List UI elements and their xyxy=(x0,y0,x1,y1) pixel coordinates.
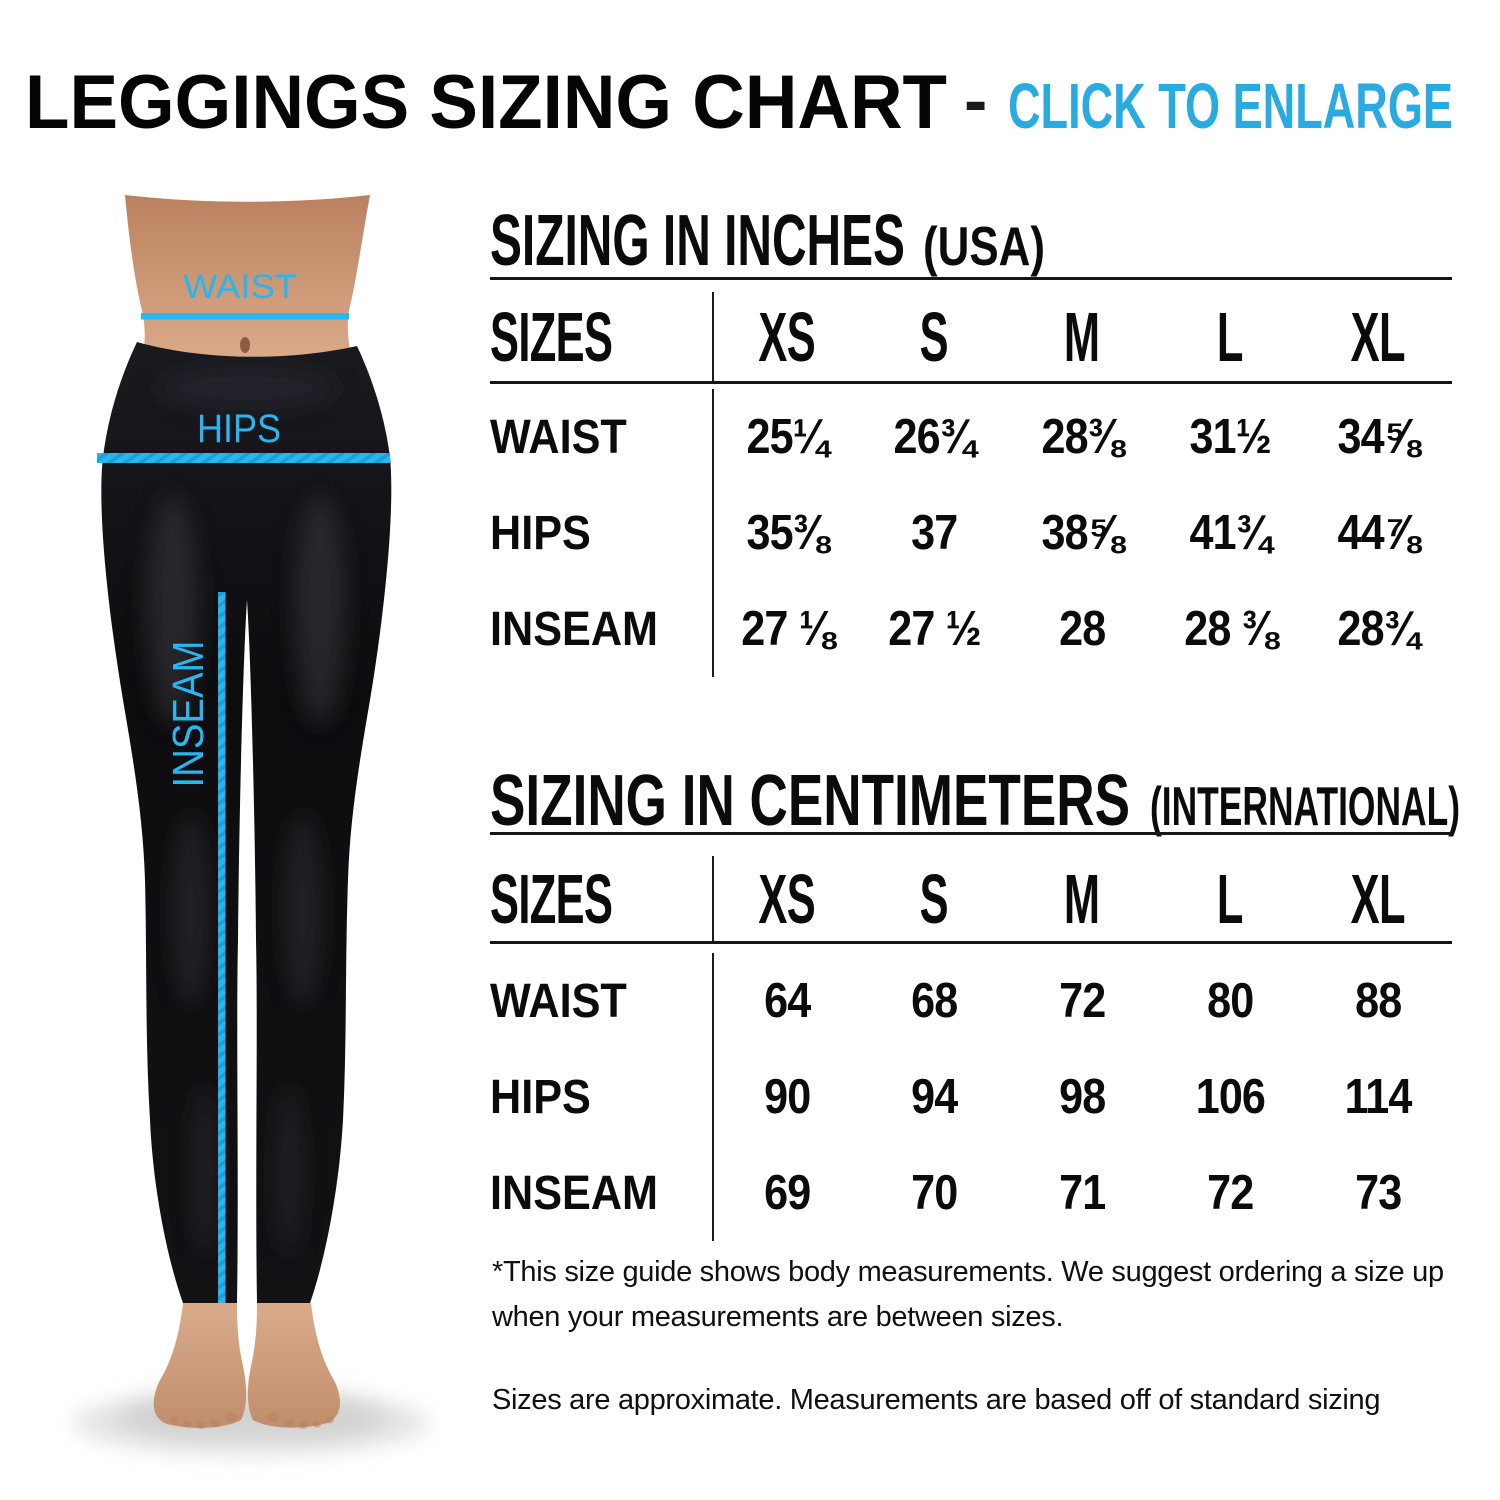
cell-value: 106 xyxy=(1195,1070,1265,1124)
row-label: WAIST xyxy=(490,974,627,1028)
inches-heading-text: SIZING IN INCHES xyxy=(490,201,905,281)
cm-section-heading: SIZING IN CENTIMETERS (INTERNATIONAL) xyxy=(490,761,1460,841)
cell-value: 34⅝ xyxy=(1337,410,1419,464)
col-header-l: L xyxy=(1217,859,1244,938)
cell-value: 28⅜ xyxy=(1041,410,1123,464)
waist-figure-label: WAIST xyxy=(183,268,297,306)
table-row-waist-cm: WAIST 64 68 72 80 88 xyxy=(490,944,1452,1049)
row-label: WAIST xyxy=(490,410,627,464)
cell-value: 72 xyxy=(1058,974,1106,1028)
col-header-xl: XL xyxy=(1350,297,1406,376)
col-header-m: M xyxy=(1064,297,1100,376)
cm-table-rows: WAIST 64 68 72 80 88 HIPS 90 94 98 106 1… xyxy=(490,944,1452,1241)
right-foot xyxy=(247,1303,340,1428)
page-title-main: LEGGINGS SIZING CHART xyxy=(25,60,947,145)
cell-value: 28¾ xyxy=(1337,602,1419,656)
title-separator: - xyxy=(964,61,987,139)
navel xyxy=(240,337,250,353)
cell-value: 31½ xyxy=(1189,410,1271,464)
cm-table-header: SIZES XS S M L XL xyxy=(490,856,1452,941)
header-rule xyxy=(490,941,1452,944)
cell-value: 70 xyxy=(910,1166,958,1220)
col-header-s: S xyxy=(919,297,949,376)
header-rule xyxy=(490,381,1452,384)
heading-underline xyxy=(490,277,1452,280)
inches-table-header: SIZES XS S M L XL xyxy=(490,292,1452,381)
leggings-silhouette xyxy=(101,342,392,1303)
torso-skin xyxy=(125,195,370,392)
footnote-approximate: Sizes are approximate. Measurements are … xyxy=(492,1384,1381,1416)
toes xyxy=(170,1412,334,1429)
cell-value: 98 xyxy=(1058,1070,1106,1124)
cell-value: 68 xyxy=(910,974,958,1028)
row-label: HIPS xyxy=(490,506,591,560)
col-header-m: M xyxy=(1064,859,1100,938)
row-label: INSEAM xyxy=(490,602,659,656)
cm-heading-text: SIZING IN CENTIMETERS xyxy=(490,761,1130,841)
inches-heading-region: (USA) xyxy=(923,215,1045,277)
waist-line xyxy=(141,313,349,320)
sizing-tables: SIZING IN INCHES (USA) SIZES XS S M L XL… xyxy=(490,0,1475,1500)
click-to-enlarge-link[interactable]: CLICK TO ENLARGE xyxy=(1008,70,1453,142)
hips-line xyxy=(97,453,390,463)
fabric-highlights xyxy=(147,366,346,1255)
inseam-line xyxy=(218,592,226,1303)
inches-table-rows: WAIST 25¼ 26¾ 28⅜ 31½ 34⅝ HIPS 35⅜ 37 38… xyxy=(490,384,1452,677)
cell-value: 27 ⅛ xyxy=(740,602,834,656)
table-row-hips-cm: HIPS 90 94 98 106 114 xyxy=(490,1049,1452,1145)
cell-value: 114 xyxy=(1344,1070,1413,1124)
inches-section-heading: SIZING IN INCHES (USA) xyxy=(490,201,1045,281)
table-row-hips-in: HIPS 35⅜ 37 38⅝ 41¾ 44⅞ xyxy=(490,485,1452,581)
cell-value: 90 xyxy=(763,1070,811,1124)
table-row-inseam-in: INSEAM 27 ⅛ 27 ½ 28 28 ⅜ 28¾ xyxy=(490,581,1452,677)
cell-value: 37 xyxy=(910,506,958,560)
cell-value: 80 xyxy=(1206,974,1254,1028)
cell-value: 88 xyxy=(1354,974,1402,1028)
cell-value: 38⅝ xyxy=(1041,506,1123,560)
cell-value: 26¾ xyxy=(893,410,975,464)
cell-value: 69 xyxy=(763,1166,811,1220)
cell-value: 73 xyxy=(1354,1166,1402,1220)
col-header-sizes: SIZES xyxy=(490,859,613,938)
cell-value: 94 xyxy=(910,1070,958,1124)
col-header-xs: XS xyxy=(758,859,816,938)
cm-heading-region: (INTERNATIONAL) xyxy=(1150,775,1460,837)
cell-value: 27 ½ xyxy=(887,602,981,656)
cell-value: 28 ⅜ xyxy=(1183,602,1277,656)
heading-underline xyxy=(490,832,1452,835)
cell-value: 28 xyxy=(1058,602,1106,656)
cell-value: 72 xyxy=(1206,1166,1254,1220)
col-header-xl: XL xyxy=(1350,859,1406,938)
cell-value: 35⅜ xyxy=(746,506,828,560)
col-header-l: L xyxy=(1217,297,1244,376)
cell-value: 44⅞ xyxy=(1337,506,1419,560)
inseam-figure-label: INSEAM xyxy=(164,641,213,788)
cell-value: 41¾ xyxy=(1189,506,1271,560)
cell-value: 71 xyxy=(1058,1166,1106,1220)
table-row-waist-in: WAIST 25¼ 26¾ 28⅜ 31½ 34⅝ xyxy=(490,384,1452,485)
col-header-xs: XS xyxy=(758,297,816,376)
cell-value: 64 xyxy=(763,974,811,1028)
table-row-inseam-cm: INSEAM 69 70 71 72 73 xyxy=(490,1145,1452,1241)
footnotes: *This size guide shows body measurements… xyxy=(492,1250,1477,1461)
footnote-size-guide: *This size guide shows body measurements… xyxy=(492,1256,1444,1333)
page-title: LEGGINGS SIZING CHART - CLICK TO ENLARGE xyxy=(25,60,1453,145)
row-label: HIPS xyxy=(490,1070,591,1124)
row-label: INSEAM xyxy=(490,1166,659,1220)
hips-figure-label: HIPS xyxy=(197,407,281,451)
cell-value: 25¼ xyxy=(746,410,828,464)
left-foot xyxy=(153,1303,247,1428)
col-header-s: S xyxy=(919,859,949,938)
col-header-sizes: SIZES xyxy=(490,297,613,376)
leggings-figure: WAIST HIPS INSEAM xyxy=(73,195,429,1455)
